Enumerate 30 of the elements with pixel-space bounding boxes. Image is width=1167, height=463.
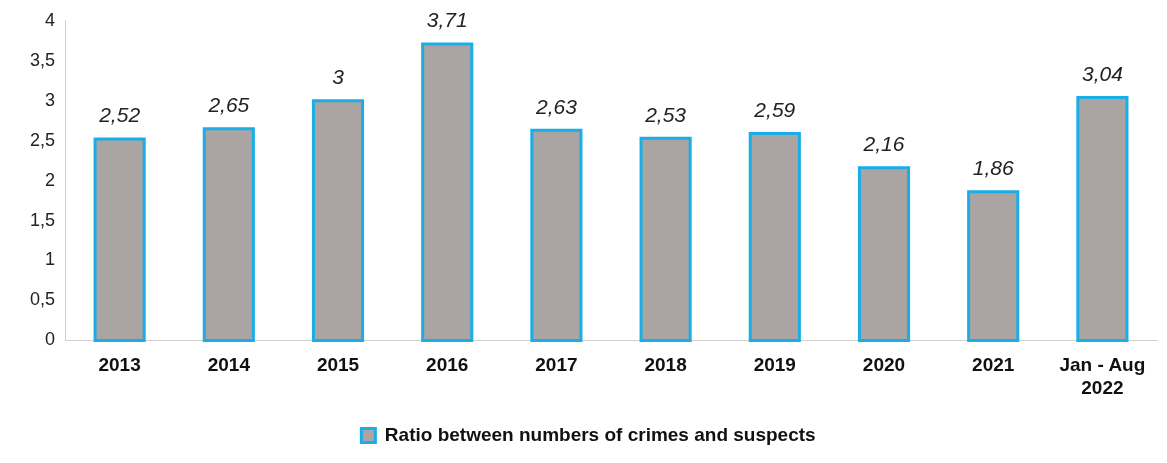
x-tick-label: 2014 bbox=[207, 354, 251, 376]
y-tick-label: 0 bbox=[45, 329, 56, 350]
x-tick-label: Jan - Aug 2022 bbox=[1059, 354, 1146, 398]
legend-label: Ratio between numbers of crimes and suspects bbox=[384, 423, 816, 445]
data-label: 3,04 bbox=[1081, 61, 1123, 85]
data-label: 2,59 bbox=[753, 97, 796, 121]
y-tick-label: 3,5 bbox=[29, 49, 56, 70]
data-label: 3,71 bbox=[426, 8, 468, 32]
x-tick-label: 2015 bbox=[316, 354, 360, 376]
data-label: 2,63 bbox=[534, 94, 578, 118]
y-tick-label: 2 bbox=[45, 169, 56, 190]
data-label: 2,53 bbox=[644, 102, 687, 126]
y-tick-label: 4 bbox=[45, 9, 56, 30]
x-tick-label: 2021 bbox=[972, 354, 1015, 376]
y-tick-label: 1 bbox=[45, 249, 56, 270]
x-tick-label: 2013 bbox=[98, 354, 141, 376]
data-label: 2,16 bbox=[862, 132, 905, 156]
x-tick-label: 2019 bbox=[753, 354, 796, 376]
x-tick-label: 2018 bbox=[644, 354, 687, 376]
data-label: 3 bbox=[332, 65, 345, 89]
x-tick-label: 2020 bbox=[862, 354, 906, 376]
y-tick-label: 0,5 bbox=[29, 289, 56, 310]
x-tick-label: 2017 bbox=[535, 354, 578, 376]
data-label: 2,65 bbox=[207, 93, 250, 117]
data-label: 1,86 bbox=[972, 156, 1014, 180]
data-label: 2,52 bbox=[98, 103, 141, 127]
y-tick-label: 3 bbox=[45, 89, 56, 110]
y-tick-label: 1,5 bbox=[29, 209, 56, 230]
x-tick-label: 2016 bbox=[426, 354, 469, 376]
y-tick-label: 2,5 bbox=[29, 129, 56, 150]
